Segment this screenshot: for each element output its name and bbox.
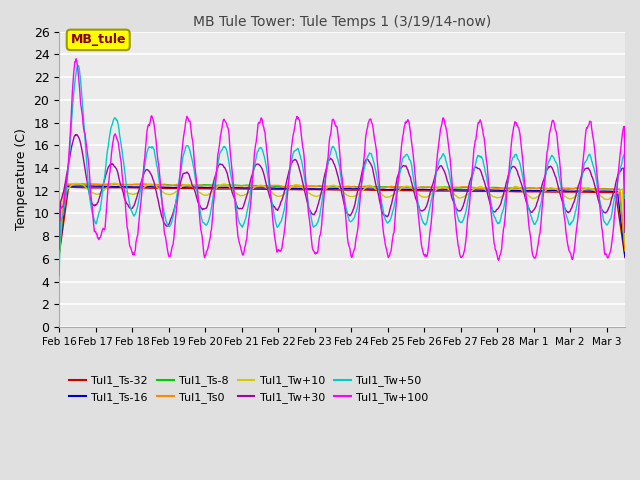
Tul1_Ts-32 xyxy=(55,252,63,258)
Tul1_Ts0 xyxy=(545,186,552,192)
Tul1_Ts-32 xyxy=(65,184,72,190)
Tul1_Tw+10 xyxy=(55,258,63,264)
Line: Tul1_Tw+30: Tul1_Tw+30 xyxy=(59,134,625,253)
Line: Tul1_Tw+10: Tul1_Tw+10 xyxy=(59,183,625,261)
Tul1_Ts-16 xyxy=(545,188,552,193)
Tul1_Tw+50 xyxy=(298,157,305,163)
Tul1_Tw+100 xyxy=(459,253,467,259)
Tul1_Tw+50 xyxy=(204,221,211,227)
Line: Tul1_Ts0: Tul1_Ts0 xyxy=(59,183,625,256)
Tul1_Ts-8 xyxy=(110,181,118,187)
Tul1_Tw+30 xyxy=(118,184,125,190)
Legend: Tul1_Ts-32, Tul1_Ts-16, Tul1_Ts-8, Tul1_Ts0, Tul1_Tw+10, Tul1_Tw+30, Tul1_Tw+50,: Tul1_Ts-32, Tul1_Ts-16, Tul1_Ts-8, Tul1_… xyxy=(65,371,433,408)
Tul1_Tw+100 xyxy=(545,137,553,143)
Tul1_Tw+30 xyxy=(73,132,81,137)
Tul1_Tw+30 xyxy=(55,250,63,256)
Tul1_Tw+10 xyxy=(621,241,629,247)
Tul1_Tw+50 xyxy=(74,62,82,68)
Line: Tul1_Ts-8: Tul1_Ts-8 xyxy=(59,184,625,255)
Tul1_Tw+10 xyxy=(298,184,305,190)
Tul1_Tw+10 xyxy=(482,187,490,193)
Tul1_Ts0 xyxy=(118,182,125,188)
Tul1_Ts-8 xyxy=(545,186,552,192)
Tul1_Ts-16 xyxy=(204,185,211,191)
Tul1_Ts-32 xyxy=(545,189,552,195)
Tul1_Tw+50 xyxy=(55,272,63,278)
Tul1_Tw+50 xyxy=(482,172,490,178)
Line: Tul1_Tw+50: Tul1_Tw+50 xyxy=(59,65,625,275)
Tul1_Ts-8 xyxy=(459,185,467,191)
Tul1_Tw+10 xyxy=(459,194,467,200)
Tul1_Tw+50 xyxy=(545,160,552,166)
Tul1_Ts-8 xyxy=(482,186,490,192)
Tul1_Ts0 xyxy=(298,183,305,189)
Tul1_Tw+50 xyxy=(118,144,125,150)
Tul1_Ts0 xyxy=(55,253,63,259)
Tul1_Ts0 xyxy=(79,180,87,186)
Tul1_Tw+10 xyxy=(545,186,552,192)
Y-axis label: Temperature (C): Temperature (C) xyxy=(15,129,28,230)
Line: Tul1_Tw+100: Tul1_Tw+100 xyxy=(59,59,625,260)
Tul1_Ts-32 xyxy=(621,255,629,261)
Tul1_Tw+30 xyxy=(482,184,490,190)
Tul1_Tw+10 xyxy=(118,184,125,190)
Tul1_Ts-8 xyxy=(118,181,125,187)
Tul1_Ts0 xyxy=(459,184,467,190)
Tul1_Ts-16 xyxy=(118,184,125,190)
Tul1_Ts-32 xyxy=(298,187,305,192)
Tul1_Tw+100 xyxy=(482,153,490,159)
Line: Tul1_Ts-32: Tul1_Ts-32 xyxy=(59,187,625,258)
Tul1_Ts-16 xyxy=(298,186,305,192)
Tul1_Tw+100 xyxy=(495,257,502,263)
Tul1_Ts0 xyxy=(621,248,629,253)
Line: Tul1_Ts-16: Tul1_Ts-16 xyxy=(59,186,625,257)
Tul1_Ts-16 xyxy=(482,187,490,193)
Tul1_Ts-32 xyxy=(204,186,211,192)
Tul1_Tw+10 xyxy=(111,180,119,186)
Tul1_Tw+100 xyxy=(204,248,211,253)
Tul1_Tw+50 xyxy=(459,218,467,224)
Tul1_Tw+100 xyxy=(298,134,305,140)
Text: MB_tule: MB_tule xyxy=(70,34,126,47)
Tul1_Tw+100 xyxy=(72,56,80,61)
Tul1_Tw+30 xyxy=(459,204,467,210)
Title: MB Tule Tower: Tule Temps 1 (3/19/14-now): MB Tule Tower: Tule Temps 1 (3/19/14-now… xyxy=(193,15,492,29)
Tul1_Tw+50 xyxy=(621,195,629,201)
Tul1_Ts-32 xyxy=(482,189,490,194)
Tul1_Ts-16 xyxy=(459,187,467,193)
Tul1_Tw+100 xyxy=(55,246,63,252)
Tul1_Tw+30 xyxy=(298,174,305,180)
Tul1_Ts-32 xyxy=(459,188,467,194)
Tul1_Tw+10 xyxy=(204,192,211,198)
Tul1_Ts-8 xyxy=(55,252,63,258)
Tul1_Ts0 xyxy=(204,182,211,188)
Tul1_Ts-16 xyxy=(76,183,84,189)
Tul1_Ts-16 xyxy=(621,254,629,260)
Tul1_Tw+30 xyxy=(621,229,629,235)
Tul1_Ts-8 xyxy=(298,183,305,189)
Tul1_Ts-32 xyxy=(118,185,125,191)
Tul1_Ts-8 xyxy=(204,182,211,188)
Tul1_Tw+100 xyxy=(118,163,125,169)
Tul1_Ts-8 xyxy=(621,248,629,254)
Tul1_Tw+30 xyxy=(545,165,552,171)
Tul1_Tw+30 xyxy=(204,204,211,210)
Tul1_Tw+100 xyxy=(621,191,629,196)
Tul1_Ts-16 xyxy=(55,251,63,257)
Tul1_Ts0 xyxy=(482,185,490,191)
